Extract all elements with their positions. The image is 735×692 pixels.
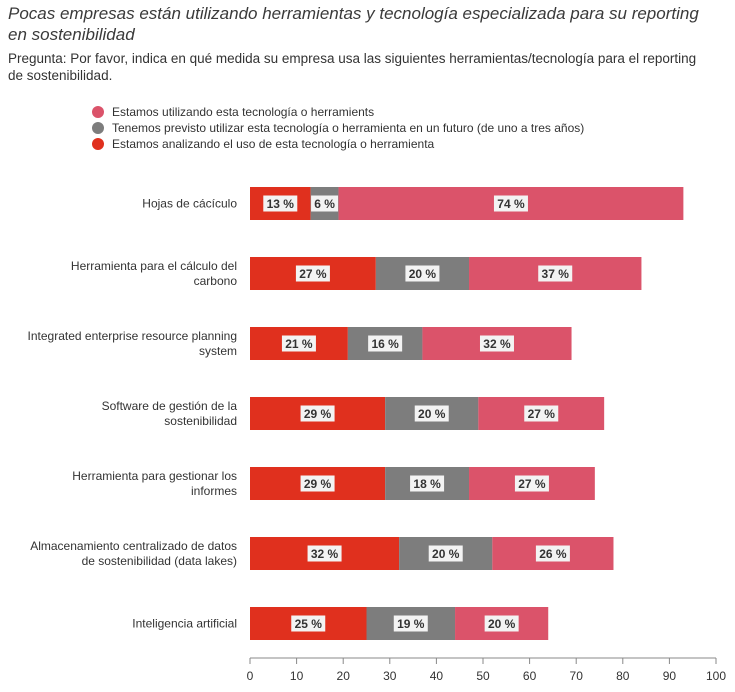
- value-label-bg: [479, 335, 514, 352]
- legend-swatch-analyzing: [92, 138, 104, 150]
- value-label-analyzing: 32 %: [311, 547, 339, 561]
- value-label-bg: [393, 615, 428, 632]
- legend-item-using: Estamos utilizando esta tecnología o her…: [92, 104, 584, 120]
- value-label-using: 20 %: [488, 617, 516, 631]
- value-label-planned: 19 %: [397, 617, 425, 631]
- legend-item-planned: Tenemos previsto utilizar esta tecnologí…: [92, 120, 584, 136]
- value-label-bg: [484, 615, 519, 632]
- value-label-bg: [410, 475, 445, 492]
- value-label-planned: 20 %: [409, 267, 437, 281]
- value-label-bg: [405, 265, 440, 282]
- value-label-bg: [291, 615, 326, 632]
- x-tick-label: 10: [290, 669, 304, 683]
- value-label-bg: [263, 195, 298, 212]
- category-label: Almacenamiento centralizado de datos de s…: [30, 539, 237, 568]
- x-tick-label: 70: [570, 669, 584, 683]
- x-tick-label: 100: [706, 669, 726, 683]
- legend-label-using: Estamos utilizando esta tecnología o her…: [112, 105, 375, 119]
- legend: Estamos utilizando esta tecnología o her…: [92, 104, 584, 152]
- value-label-bg: [428, 545, 463, 562]
- category-label: Herramienta para gestionar los informes: [72, 469, 237, 498]
- value-label-bg: [300, 405, 335, 422]
- value-label-bg: [368, 335, 403, 352]
- value-label-analyzing: 25 %: [295, 617, 323, 631]
- value-label-using: 27 %: [518, 477, 546, 491]
- legend-label-planned: Tenemos previsto utilizar esta tecnologí…: [112, 121, 585, 135]
- legend-label-analyzing: Estamos analizando el uso de esta tecnol…: [112, 137, 435, 151]
- value-label-planned: 18 %: [413, 477, 441, 491]
- value-label-bg: [514, 475, 549, 492]
- legend-item-analyzing: Estamos analizando el uso de esta tecnol…: [92, 136, 584, 152]
- x-tick-label: 90: [663, 669, 677, 683]
- value-label-using: 32 %: [483, 337, 511, 351]
- value-label-using: 27 %: [528, 407, 556, 421]
- value-label-planned: 20 %: [418, 407, 446, 421]
- value-label-bg: [295, 265, 330, 282]
- x-tick-label: 40: [430, 669, 444, 683]
- value-label-bg: [414, 405, 449, 422]
- category-label: Hojas de cácículo: [142, 197, 237, 211]
- survey-question: Pregunta: Por favor, indica en qué medid…: [8, 51, 697, 83]
- value-label-bg: [307, 545, 342, 562]
- legend-swatch-planned: [92, 122, 104, 134]
- x-tick-label: 60: [523, 669, 537, 683]
- value-label-bg: [281, 335, 316, 352]
- value-label-bg: [300, 475, 335, 492]
- value-label-planned: 16 %: [371, 337, 399, 351]
- value-label-analyzing: 13 %: [267, 197, 295, 211]
- chart-title: Pocas empresas están utilizando herramie…: [8, 4, 699, 44]
- value-label-planned: 6 %: [314, 197, 335, 211]
- value-label-bg: [524, 405, 559, 422]
- value-label-bg: [535, 545, 570, 562]
- value-label-analyzing: 29 %: [304, 407, 332, 421]
- value-label-analyzing: 21 %: [285, 337, 313, 351]
- value-label-bg: [538, 265, 573, 282]
- category-label: Integrated enterprise resource planning s…: [28, 329, 237, 358]
- legend-swatch-using: [92, 106, 104, 118]
- category-label: Inteligencia artificial: [132, 617, 237, 631]
- x-tick-label: 50: [476, 669, 490, 683]
- value-label-using: 26 %: [539, 547, 567, 561]
- value-label-planned: 20 %: [432, 547, 460, 561]
- value-label-using: 74 %: [497, 197, 525, 211]
- x-tick-label: 0: [247, 669, 254, 683]
- value-label-bg: [311, 195, 339, 212]
- value-label-bg: [493, 195, 528, 212]
- category-label: Software de gestión de la sostenibilidad: [102, 399, 238, 428]
- value-label-analyzing: 27 %: [299, 267, 327, 281]
- value-label-analyzing: 29 %: [304, 477, 332, 491]
- x-tick-label: 20: [337, 669, 351, 683]
- value-label-using: 37 %: [542, 267, 570, 281]
- x-tick-label: 80: [616, 669, 630, 683]
- category-label: Herramienta para el cálculo del carbono: [71, 259, 237, 288]
- x-tick-label: 30: [383, 669, 397, 683]
